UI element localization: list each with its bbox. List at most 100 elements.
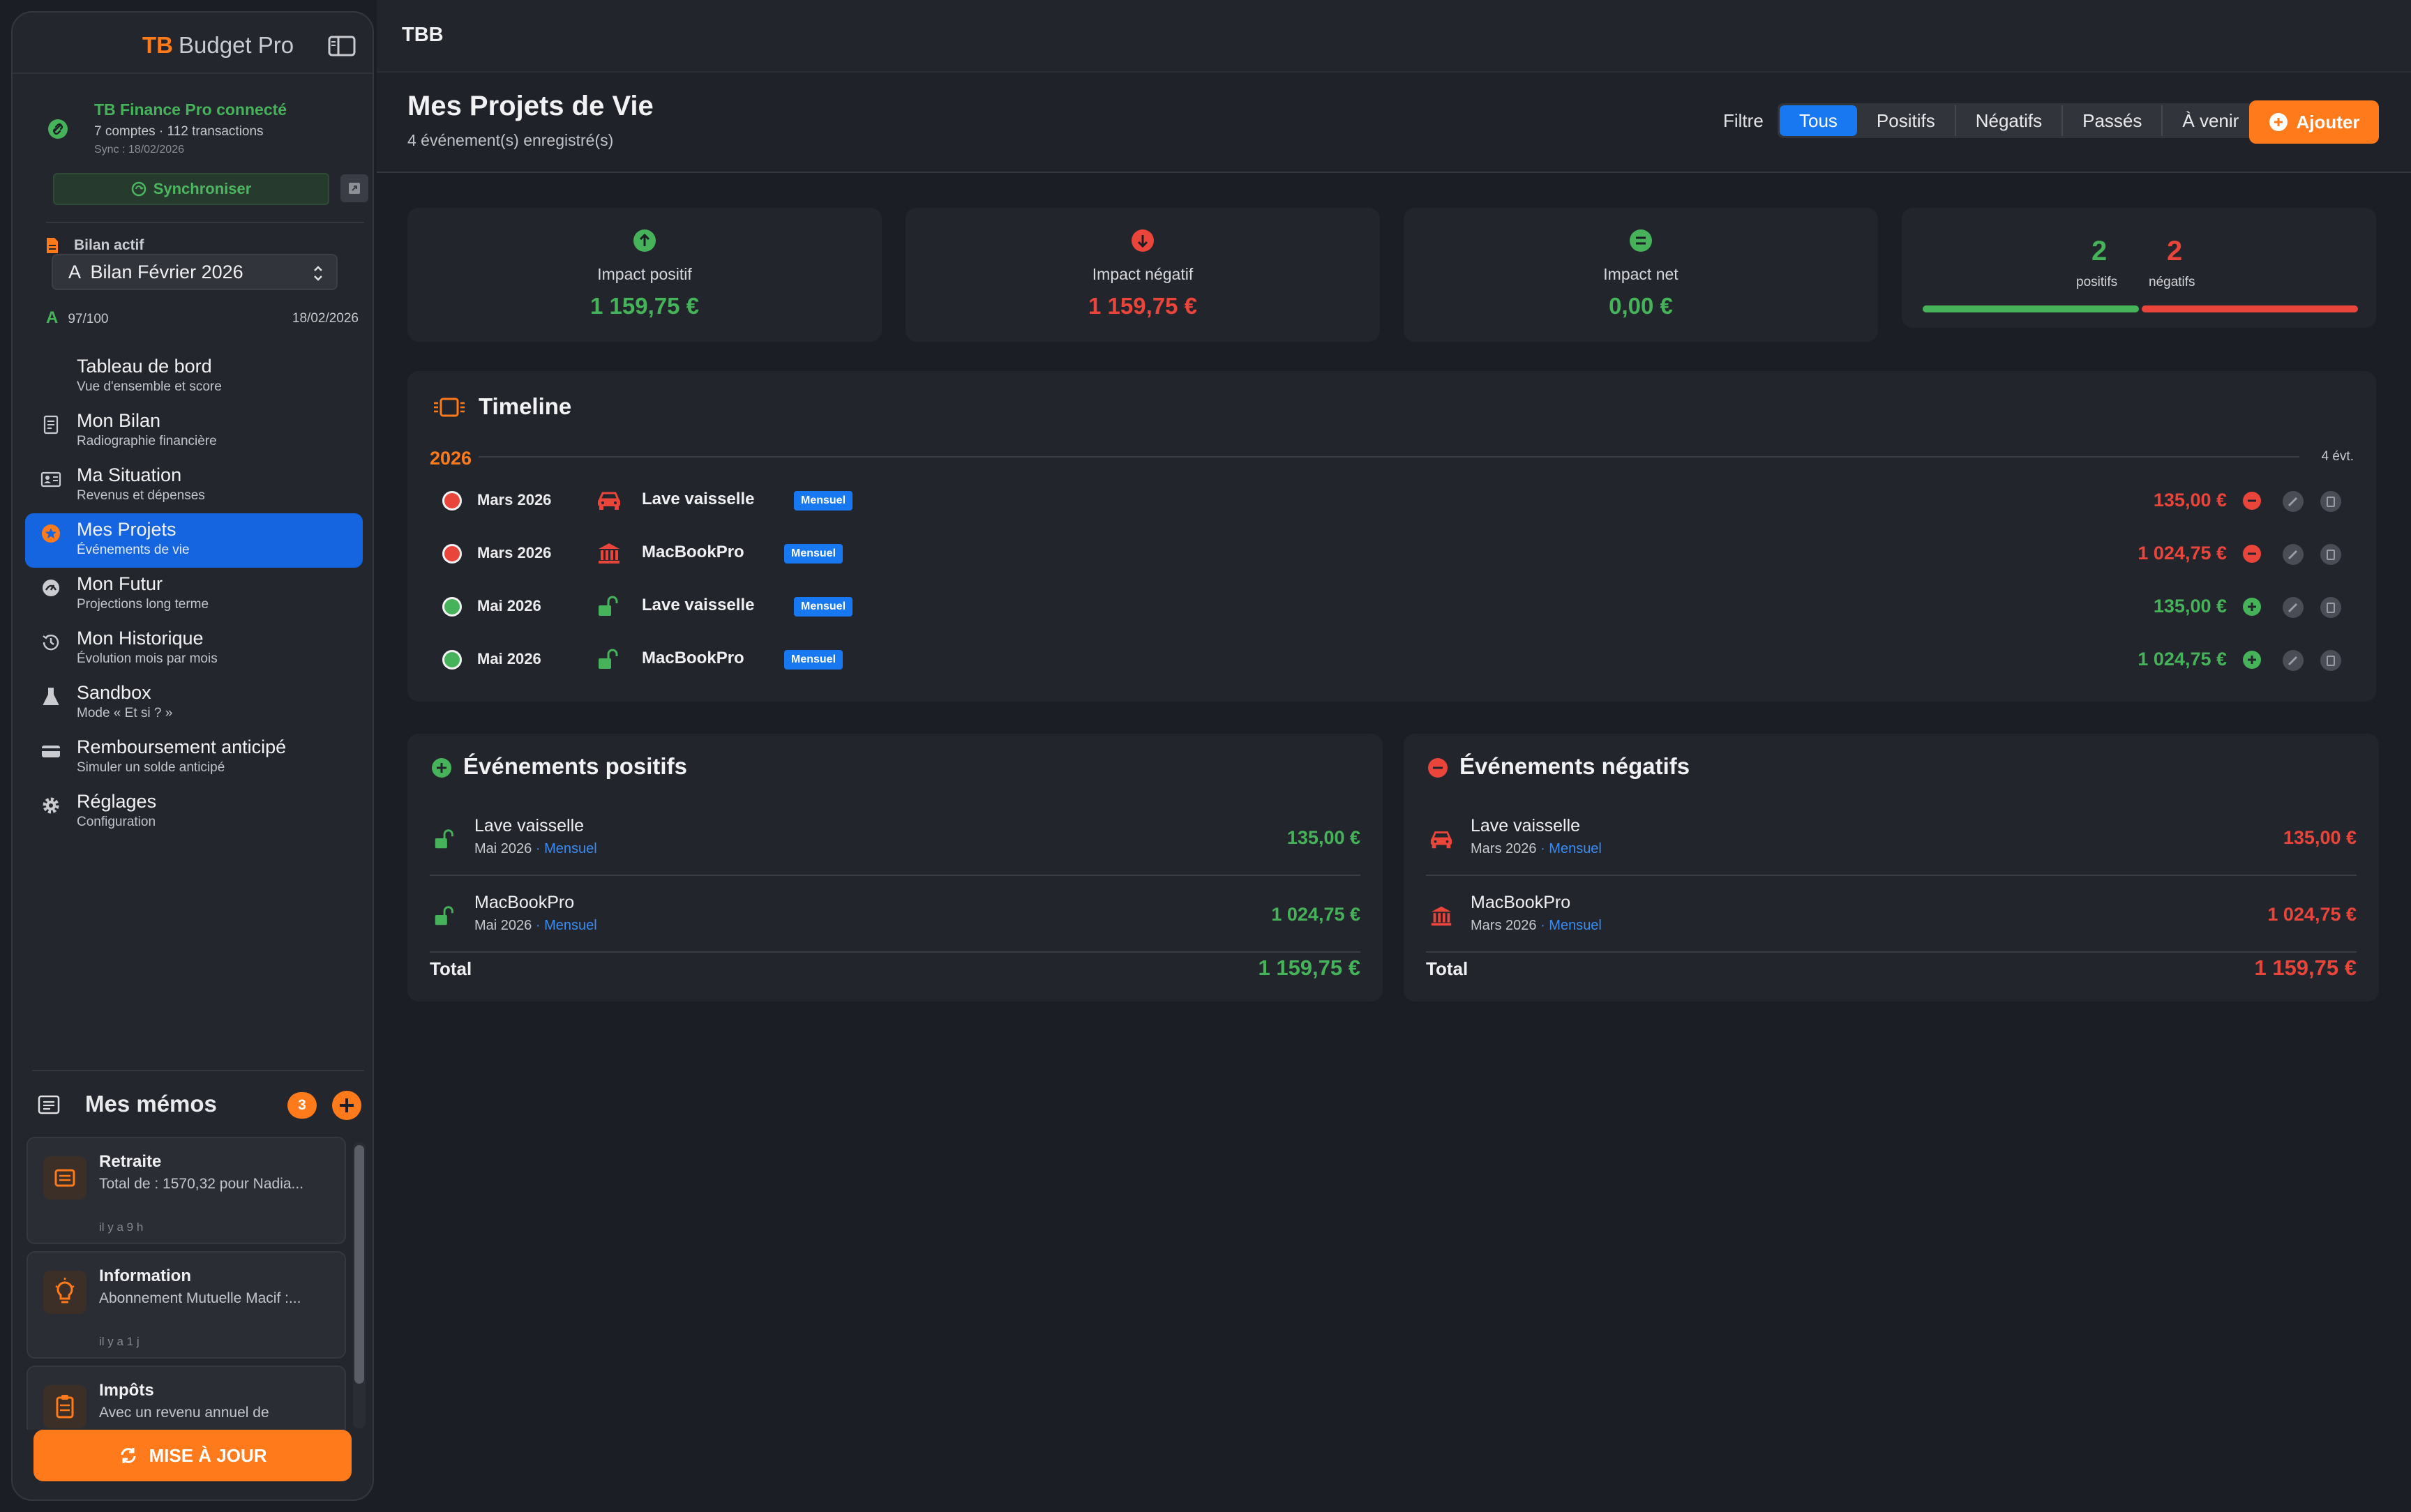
status-dot — [442, 597, 462, 617]
total-label: Total — [1426, 958, 1469, 979]
equal-circle-icon — [1630, 229, 1652, 252]
sidebar-item-sub: Configuration — [77, 815, 156, 829]
minus-circle-icon — [1428, 758, 1448, 778]
open-external-button[interactable] — [340, 174, 368, 202]
event-amount: 135,00 € — [1286, 827, 1360, 848]
edit-button[interactable] — [2283, 650, 2304, 671]
arrow-up-circle-icon — [633, 229, 656, 252]
connection-title: TB Finance Pro connecté — [94, 100, 287, 119]
negative-count: 2 — [2167, 236, 2183, 266]
window-title: TBB — [402, 24, 444, 46]
add-event-label: Ajouter — [2296, 111, 2360, 133]
add-memo-button[interactable] — [332, 1091, 361, 1120]
sidebar-item-bilan[interactable]: Mon Bilan Radiographie financière — [25, 405, 363, 459]
sidebar-item-projets[interactable]: Mes Projets Événements de vie — [25, 513, 363, 568]
sidebar-item-remboursement[interactable]: Remboursement anticipé Simuler un solde … — [25, 731, 363, 785]
event-amount: 1 024,75 € — [2267, 904, 2357, 925]
delete-button[interactable] — [2320, 491, 2341, 512]
delete-button[interactable] — [2320, 650, 2341, 671]
brand-prefix: TB — [142, 32, 173, 58]
edit-button[interactable] — [2283, 544, 2304, 565]
edit-button[interactable] — [2283, 491, 2304, 512]
memo-body: Total de : 1570,32 pour Nadia... — [99, 1176, 304, 1192]
sidebar-item-label: Mes Projets — [77, 519, 176, 540]
plus-icon — [340, 1098, 354, 1112]
event-frequency: Mensuel — [1549, 841, 1602, 856]
filter-passes[interactable]: Passés — [2063, 105, 2163, 136]
memo-time: il y a 1 j — [99, 1335, 140, 1348]
timeline-row[interactable]: Mars 2026 Lave vaisselle Mensuel 135,00 … — [407, 474, 2376, 527]
timeline-divider — [479, 456, 2299, 458]
sidebar-item-tableau[interactable]: Tableau de bord Vue d'ensemble et score — [25, 350, 363, 405]
unlock-icon — [435, 829, 453, 849]
positive-share-bar — [1923, 305, 2139, 312]
filter-a-venir[interactable]: À venir — [2182, 109, 2239, 131]
event-name: MacBookPro — [1471, 893, 1571, 912]
row-name: Lave vaisselle — [642, 596, 755, 614]
frequency-badge: Mensuel — [794, 491, 853, 511]
memo-card-icon-wrap — [43, 1385, 87, 1428]
timeline-row[interactable]: Mai 2026 Lave vaisselle Mensuel 135,00 € — [407, 580, 2376, 633]
memo-card[interactable]: Impôts Avec un revenu annuel de — [27, 1366, 346, 1430]
bilan-grade: A — [46, 308, 59, 327]
sidebar-item-sandbox[interactable]: Sandbox Mode « Et si ? » — [25, 676, 363, 731]
memo-time: il y a 9 h — [99, 1220, 144, 1234]
bilan-select-value: A Bilan Février 2026 — [68, 261, 243, 282]
delete-button[interactable] — [2320, 544, 2341, 565]
car-icon — [1430, 831, 1452, 849]
memo-icon — [38, 1095, 60, 1114]
external-link-icon — [349, 183, 360, 194]
positive-events-title: Événements positifs — [463, 753, 687, 779]
timeline-row[interactable]: Mai 2026 MacBookPro Mensuel 1 024,75 € — [407, 633, 2376, 686]
delete-button[interactable] — [2320, 597, 2341, 618]
list-item[interactable]: Lave vaisselle Mars 2026 · Mensuel 135,0… — [1426, 799, 2357, 876]
pencil-icon — [2288, 497, 2298, 507]
sidebar-item-futur[interactable]: Mon Futur Projections long terme — [25, 568, 363, 622]
gear-icon — [43, 797, 59, 814]
page-title: Mes Projets de Vie — [407, 91, 654, 121]
sidebar-item-reglages[interactable]: Réglages Configuration — [25, 785, 363, 840]
filter-positifs[interactable]: Positifs — [1857, 105, 1956, 136]
divider — [46, 222, 364, 223]
list-item[interactable]: MacBookPro Mai 2026 · Mensuel 1 024,75 € — [430, 876, 1360, 953]
memo-card[interactable]: Retraite Total de : 1570,32 pour Nadia..… — [27, 1137, 346, 1244]
stat-value: 0,00 € — [1609, 293, 1673, 319]
connection-summary: 7 comptes · 112 transactions — [94, 124, 264, 139]
pencil-icon — [2288, 656, 2298, 666]
positive-count-label: positifs — [2076, 275, 2118, 289]
event-meta: Mai 2026 · Mensuel — [474, 918, 597, 933]
memo-card-icon-wrap — [43, 1156, 87, 1200]
list-item[interactable]: Lave vaisselle Mai 2026 · Mensuel 135,00… — [430, 799, 1360, 876]
sidebar-item-historique[interactable]: Mon Historique Évolution mois par mois — [25, 622, 363, 676]
sidebar-item-situation[interactable]: Ma Situation Revenus et dépenses — [25, 459, 363, 513]
memo-card[interactable]: Information Abonnement Mutuelle Macif :.… — [27, 1251, 346, 1359]
row-amount: 135,00 € — [2153, 490, 2227, 511]
memo-card-icon-wrap — [43, 1271, 87, 1314]
sync-button[interactable]: Synchroniser — [53, 173, 329, 205]
timeline-row[interactable]: Mars 2026 MacBookPro Mensuel 1 024,75 € — [407, 527, 2376, 580]
list-item[interactable]: MacBookPro Mars 2026 · Mensuel 1 024,75 … — [1426, 876, 2357, 953]
sidebar-item-sub: Radiographie financière — [77, 434, 217, 448]
stat-label: Impact net — [1603, 265, 1678, 283]
sidebar-item-sub: Évolution mois par mois — [77, 651, 218, 666]
sync-icon — [131, 181, 146, 197]
filter-negatifs[interactable]: Négatifs — [1956, 105, 2064, 136]
sidebar-toggle-icon[interactable] — [328, 36, 356, 56]
event-amount: 1 024,75 € — [1271, 904, 1360, 925]
add-event-button[interactable]: Ajouter — [2249, 100, 2379, 144]
negative-events-card: Événements négatifs Lave vaisselle Mars … — [1404, 734, 2379, 1001]
event-date: Mai 2026 — [474, 918, 532, 933]
sidebar-item-label: Tableau de bord — [77, 356, 212, 377]
bilan-select[interactable]: A Bilan Février 2026 — [52, 254, 338, 290]
filter-label: Filtre — [1723, 110, 1764, 131]
status-dot — [442, 544, 462, 564]
top-bar: TBB — [377, 0, 2411, 73]
filter-tous[interactable]: Tous — [1780, 105, 1857, 136]
star-icon — [42, 524, 60, 543]
memo-scrollbar[interactable] — [354, 1145, 364, 1384]
edit-button[interactable] — [2283, 597, 2304, 618]
lightbulb-icon — [55, 1278, 75, 1303]
filter-segmented-control: Tous Positifs Négatifs Passés À venir — [1778, 103, 2261, 138]
update-button[interactable]: MISE À JOUR — [33, 1430, 352, 1481]
total-amount: 1 159,75 € — [2254, 955, 2357, 980]
